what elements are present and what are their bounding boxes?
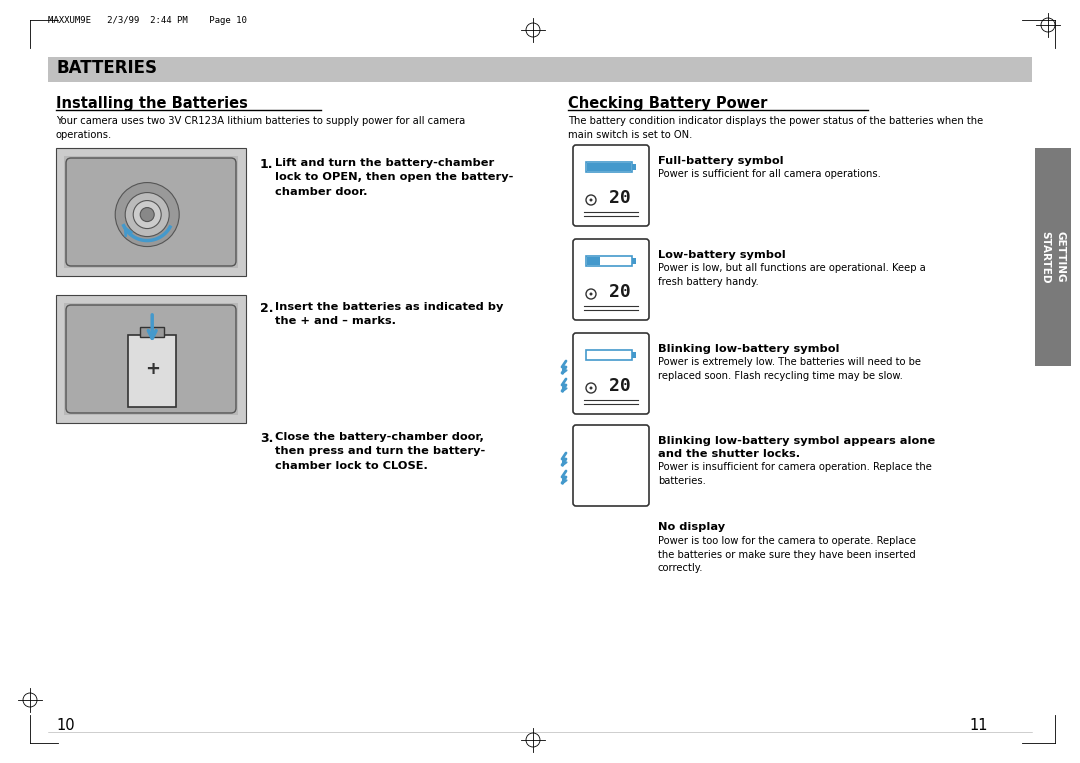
FancyBboxPatch shape [66, 158, 237, 266]
Circle shape [590, 387, 593, 389]
Text: BATTERIES: BATTERIES [56, 59, 157, 77]
Bar [586, 162, 632, 172]
FancyBboxPatch shape [573, 239, 649, 320]
Bar [64, 156, 238, 268]
Bar [48, 57, 1032, 82]
Bar [56, 148, 246, 276]
Bar [129, 335, 176, 407]
Bar [588, 257, 600, 265]
Text: Blinking low-battery symbol: Blinking low-battery symbol [658, 344, 839, 354]
Text: Power is too low for the camera to operate. Replace
the batteries or make sure t: Power is too low for the camera to opera… [658, 536, 916, 573]
Circle shape [125, 192, 170, 237]
Text: Checking Battery Power: Checking Battery Power [568, 96, 768, 111]
Text: Full-battery symbol: Full-battery symbol [658, 156, 784, 166]
Text: The battery condition indicator displays the power status of the batteries when : The battery condition indicator displays… [568, 116, 983, 140]
Bar [64, 303, 238, 415]
Text: Power is low, but all functions are operational. Keep a
fresh battery handy.: Power is low, but all functions are oper… [658, 263, 926, 287]
Text: 20: 20 [608, 283, 631, 301]
Bar [1035, 148, 1071, 366]
Text: Power is extremely low. The batteries will need to be
replaced soon. Flash recyc: Power is extremely low. The batteries wi… [658, 357, 921, 381]
Circle shape [116, 182, 179, 246]
Bar [140, 327, 164, 337]
FancyBboxPatch shape [573, 333, 649, 414]
Text: 11: 11 [970, 718, 988, 733]
FancyBboxPatch shape [573, 425, 649, 506]
Text: 1.: 1. [260, 158, 273, 171]
Text: 3.: 3. [260, 432, 273, 445]
Text: 20: 20 [608, 189, 631, 207]
Bar [632, 352, 636, 358]
Text: Blinking low-battery symbol appears alone
and the shutter locks.: Blinking low-battery symbol appears alon… [658, 436, 935, 459]
Bar [56, 295, 246, 423]
Text: Power is insufficient for camera operation. Replace the
batteries.: Power is insufficient for camera operati… [658, 462, 932, 485]
Text: 2.: 2. [260, 302, 273, 315]
Bar [586, 256, 632, 266]
Text: 20: 20 [608, 377, 631, 395]
Text: Lift and turn the battery-chamber
lock to OPEN, then open the battery-
chamber d: Lift and turn the battery-chamber lock t… [275, 158, 513, 197]
Circle shape [133, 201, 161, 229]
FancyBboxPatch shape [66, 305, 237, 413]
Text: Power is sufficient for all camera operations.: Power is sufficient for all camera opera… [658, 169, 881, 179]
Bar [586, 350, 632, 360]
Text: No display: No display [658, 522, 725, 532]
Bar [632, 258, 636, 264]
Text: Close the battery-chamber door,
then press and turn the battery-
chamber lock to: Close the battery-chamber door, then pre… [275, 432, 485, 471]
Bar [632, 164, 636, 170]
FancyBboxPatch shape [573, 145, 649, 226]
Circle shape [590, 292, 593, 295]
Text: GETTING
STARTED: GETTING STARTED [1041, 230, 1065, 283]
Bar [588, 163, 631, 171]
Circle shape [140, 208, 154, 221]
Text: Your camera uses two 3V CR123A lithium batteries to supply power for all camera
: Your camera uses two 3V CR123A lithium b… [56, 116, 465, 140]
Text: +: + [145, 360, 160, 378]
Text: Insert the batteries as indicated by
the + and – marks.: Insert the batteries as indicated by the… [275, 302, 503, 327]
Text: 10: 10 [56, 718, 75, 733]
Text: Low-battery symbol: Low-battery symbol [658, 250, 786, 260]
Text: MAXXUM9E   2/3/99  2:44 PM    Page 10: MAXXUM9E 2/3/99 2:44 PM Page 10 [48, 16, 247, 25]
Text: Installing the Batteries: Installing the Batteries [56, 96, 248, 111]
Circle shape [590, 198, 593, 201]
